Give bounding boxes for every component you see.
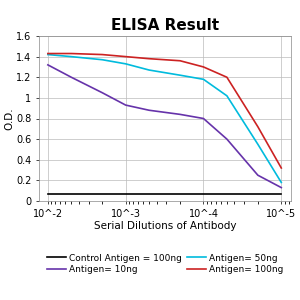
Legend: Control Antigen = 100ng, Antigen= 10ng, Antigen= 50ng, Antigen= 100ng: Control Antigen = 100ng, Antigen= 10ng, …	[45, 252, 285, 276]
X-axis label: Serial Dilutions of Antibody: Serial Dilutions of Antibody	[94, 221, 236, 231]
Y-axis label: O.D.: O.D.	[4, 107, 15, 130]
Title: ELISA Result: ELISA Result	[111, 18, 219, 33]
